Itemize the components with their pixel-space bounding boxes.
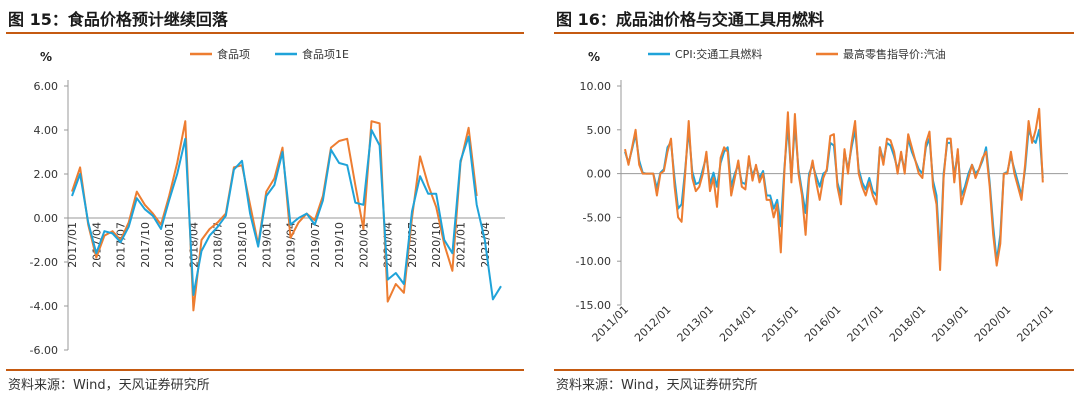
legend-label: 最高零售指导价:汽油 [843,47,946,61]
x-tick-label: 2013/01 [675,303,717,345]
figure-title: 图 16：成品油价格与交通工具用燃料 [556,10,824,29]
x-tick-label: 2019/04 [285,222,298,268]
legend-label: 食品项1E [302,47,349,61]
series-line-1 [624,107,1044,271]
y-axis-unit-label: % [588,50,600,64]
y-tick-label: -15.00 [576,299,611,312]
x-tick-label: 2019/10 [333,222,346,268]
x-tick-label: 2012/01 [632,303,674,345]
x-tick-label: 2020/10 [430,222,443,268]
x-tick-label: 2020/01 [357,222,370,268]
y-tick-label: -2.00 [30,256,58,269]
source-rule [554,369,1074,371]
food-price-chart: 6.00 4.00 2.00 0.00 -2.00 -4.00 -6.00 2017/01 20… [30,47,505,357]
x-tick-label: 2017/01 [845,303,887,345]
y-axis-unit-label: % [40,50,52,64]
y-tick-label: 10.00 [580,80,612,93]
x-tick-label: 2014/01 [717,303,759,345]
y-tick-label: -4.00 [30,300,58,313]
x-tick-label: 2019/07 [309,222,322,268]
x-tick-label: 2018/01 [163,222,176,268]
x-tick-label: 2019/01 [929,303,971,345]
y-tick-label: 5.00 [587,124,612,137]
x-tick-label: 2018/01 [887,303,929,345]
figure-16: 图 16：成品油价格与交通工具用燃料 10.00 5.00 0.00 -5.00 -10… [548,0,1080,400]
y-tick-label: 2.00 [34,168,59,181]
x-tick-label: 2017/01 [66,222,79,268]
y-tick-label: 0.00 [587,168,612,181]
source-note: 资料来源：Wind，天风证券研究所 [8,378,210,393]
y-tick-label: 6.00 [34,80,59,93]
x-tick-label: 2021/01 [455,222,468,268]
x-tick-label: 2018/10 [236,222,249,268]
x-tick-label: 2020/01 [972,303,1014,345]
title-rule [554,32,1074,34]
source-rule [6,369,524,371]
x-tick-label: 2019/01 [260,222,273,268]
y-tick-label: -6.00 [30,344,58,357]
series-line-1 [71,129,502,301]
legend-label: 食品项 [217,47,250,61]
x-tick-label: 2017/10 [139,222,152,268]
figure-15: 图 15：食品价格预计继续回落 6.00 4.00 2.00 0.00 -2.00 -4.… [0,0,530,400]
figure-title: 图 15：食品价格预计继续回落 [8,10,228,29]
source-note: 资料来源：Wind，天风证券研究所 [556,378,758,393]
x-tick-label: 2015/01 [760,303,802,345]
x-tick-label: 2018/07 [212,222,225,268]
y-tick-label: -10.00 [576,255,611,268]
y-tick-label: 0.00 [34,212,59,225]
x-tick-label: 2017/04 [90,222,103,268]
x-tick-label: 2021/01 [1014,303,1056,345]
y-tick-label: 4.00 [34,124,59,137]
y-tick-label: -5.00 [583,211,611,224]
legend-label: CPI:交通工具燃料 [675,47,762,61]
title-rule [6,32,524,34]
x-tick-label: 2016/01 [802,303,844,345]
